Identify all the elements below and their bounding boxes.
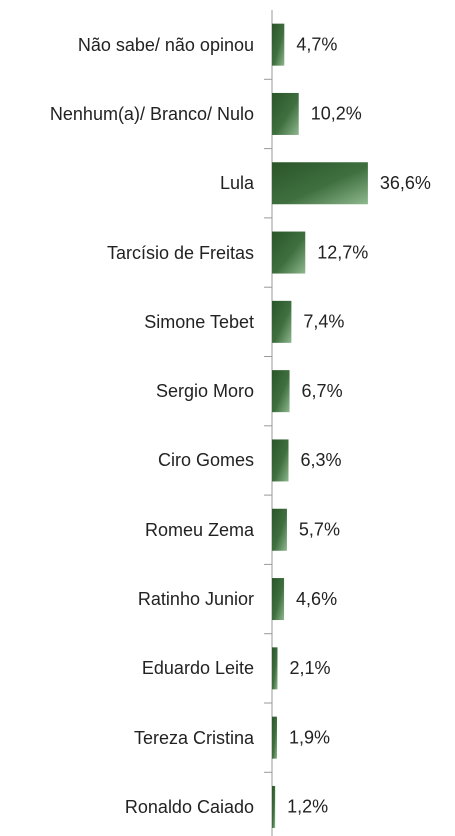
value-label: 2,1% <box>290 658 331 678</box>
bar <box>272 439 289 482</box>
category-label: Tarcísio de Freitas <box>106 242 254 263</box>
value-label: 1,9% <box>289 727 330 747</box>
value-label: 12,7% <box>317 242 368 262</box>
bar <box>272 716 277 759</box>
value-label: 6,3% <box>301 450 342 470</box>
value-label: 4,6% <box>296 589 337 609</box>
bar <box>272 508 287 551</box>
value-label: 1,2% <box>287 797 328 817</box>
category-label: Ronaldo Caiado <box>124 796 254 817</box>
category-label: Não sabe/ não opinou <box>77 34 254 55</box>
bar <box>272 578 285 621</box>
value-label: 10,2% <box>311 104 362 124</box>
value-label: 6,7% <box>302 381 343 401</box>
bar <box>272 23 285 66</box>
category-label: Sergio Moro <box>155 381 254 402</box>
category-label: Romeu Zema <box>144 519 254 540</box>
category-label: Ciro Gomes <box>157 450 254 471</box>
category-label: Nenhum(a)/ Branco/ Nulo <box>49 103 254 124</box>
bar <box>272 92 299 135</box>
category-label: Tereza Cristina <box>133 727 254 748</box>
bar <box>272 231 306 274</box>
bar <box>272 647 278 690</box>
value-label: 7,4% <box>303 312 344 332</box>
category-label: Simone Tebet <box>144 311 254 332</box>
category-label: Lula <box>219 173 254 194</box>
bar <box>272 300 292 343</box>
bar <box>272 162 368 205</box>
value-label: 36,6% <box>380 173 431 193</box>
bar <box>272 785 276 828</box>
category-label: Eduardo Leite <box>141 658 254 679</box>
category-label: Ratinho Junior <box>137 589 254 610</box>
bar <box>272 370 290 413</box>
value-label: 4,7% <box>296 34 337 54</box>
value-label: 5,7% <box>299 520 340 540</box>
